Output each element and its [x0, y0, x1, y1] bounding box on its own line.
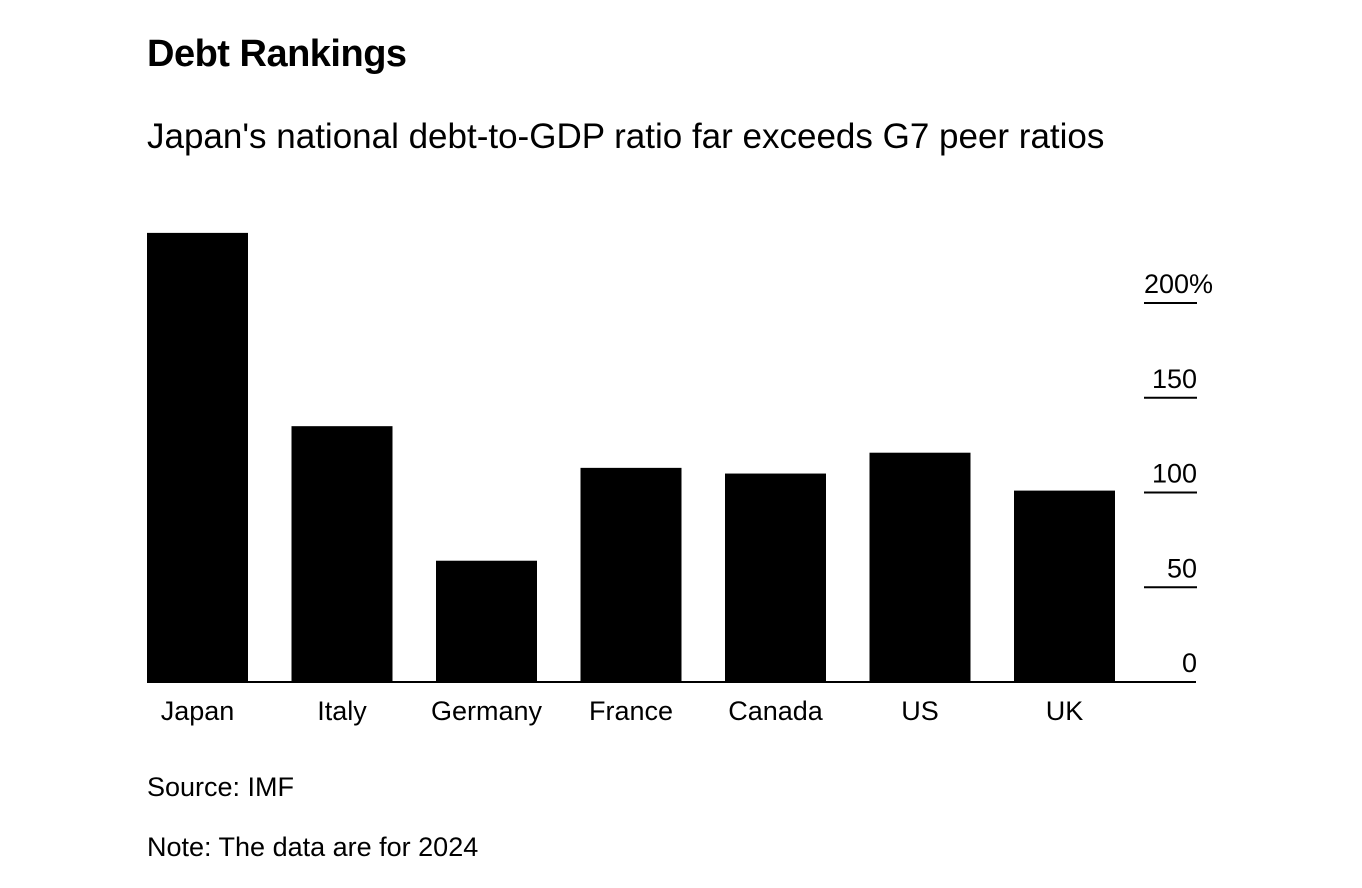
- bar-series: [147, 232, 1115, 682]
- y-tick-label-150: 150: [1152, 364, 1197, 394]
- bar-us: [869, 452, 971, 682]
- y-tick-label-100: 100: [1152, 459, 1197, 489]
- data-note: Note: The data are for 2024: [147, 832, 479, 862]
- x-tick-label-germany: Germany: [431, 696, 543, 726]
- x-tick-label-uk: UK: [1046, 696, 1084, 726]
- y-tick-label-0: 0: [1182, 648, 1197, 678]
- bar-chart: Japan Italy Germany France Canada US UK 0 50 100…: [147, 232, 1213, 726]
- x-tick-label-france: France: [589, 696, 673, 726]
- bar-canada: [725, 473, 826, 682]
- x-tick-label-us: US: [901, 696, 939, 726]
- bar-uk: [1014, 490, 1115, 682]
- source-note: Source: IMF: [147, 772, 295, 802]
- chart-subtitle: Japan's national debt-to-GDP ratio far e…: [147, 117, 1105, 156]
- bar-italy: [291, 426, 393, 682]
- x-tick-label-japan: Japan: [161, 696, 235, 726]
- x-tick-label-italy: Italy: [317, 696, 367, 726]
- y-tick-label-200: 200%: [1144, 269, 1213, 299]
- bar-japan: [147, 232, 248, 682]
- bar-germany: [436, 560, 537, 682]
- x-axis-labels: Japan Italy Germany France Canada US UK: [161, 696, 1084, 726]
- y-axis: 0 50 100 150 200%: [1144, 269, 1213, 678]
- x-tick-label-canada: Canada: [728, 696, 824, 726]
- y-tick-label-50: 50: [1167, 553, 1197, 583]
- bar-france: [580, 467, 682, 682]
- chart-title: Debt Rankings: [147, 33, 407, 75]
